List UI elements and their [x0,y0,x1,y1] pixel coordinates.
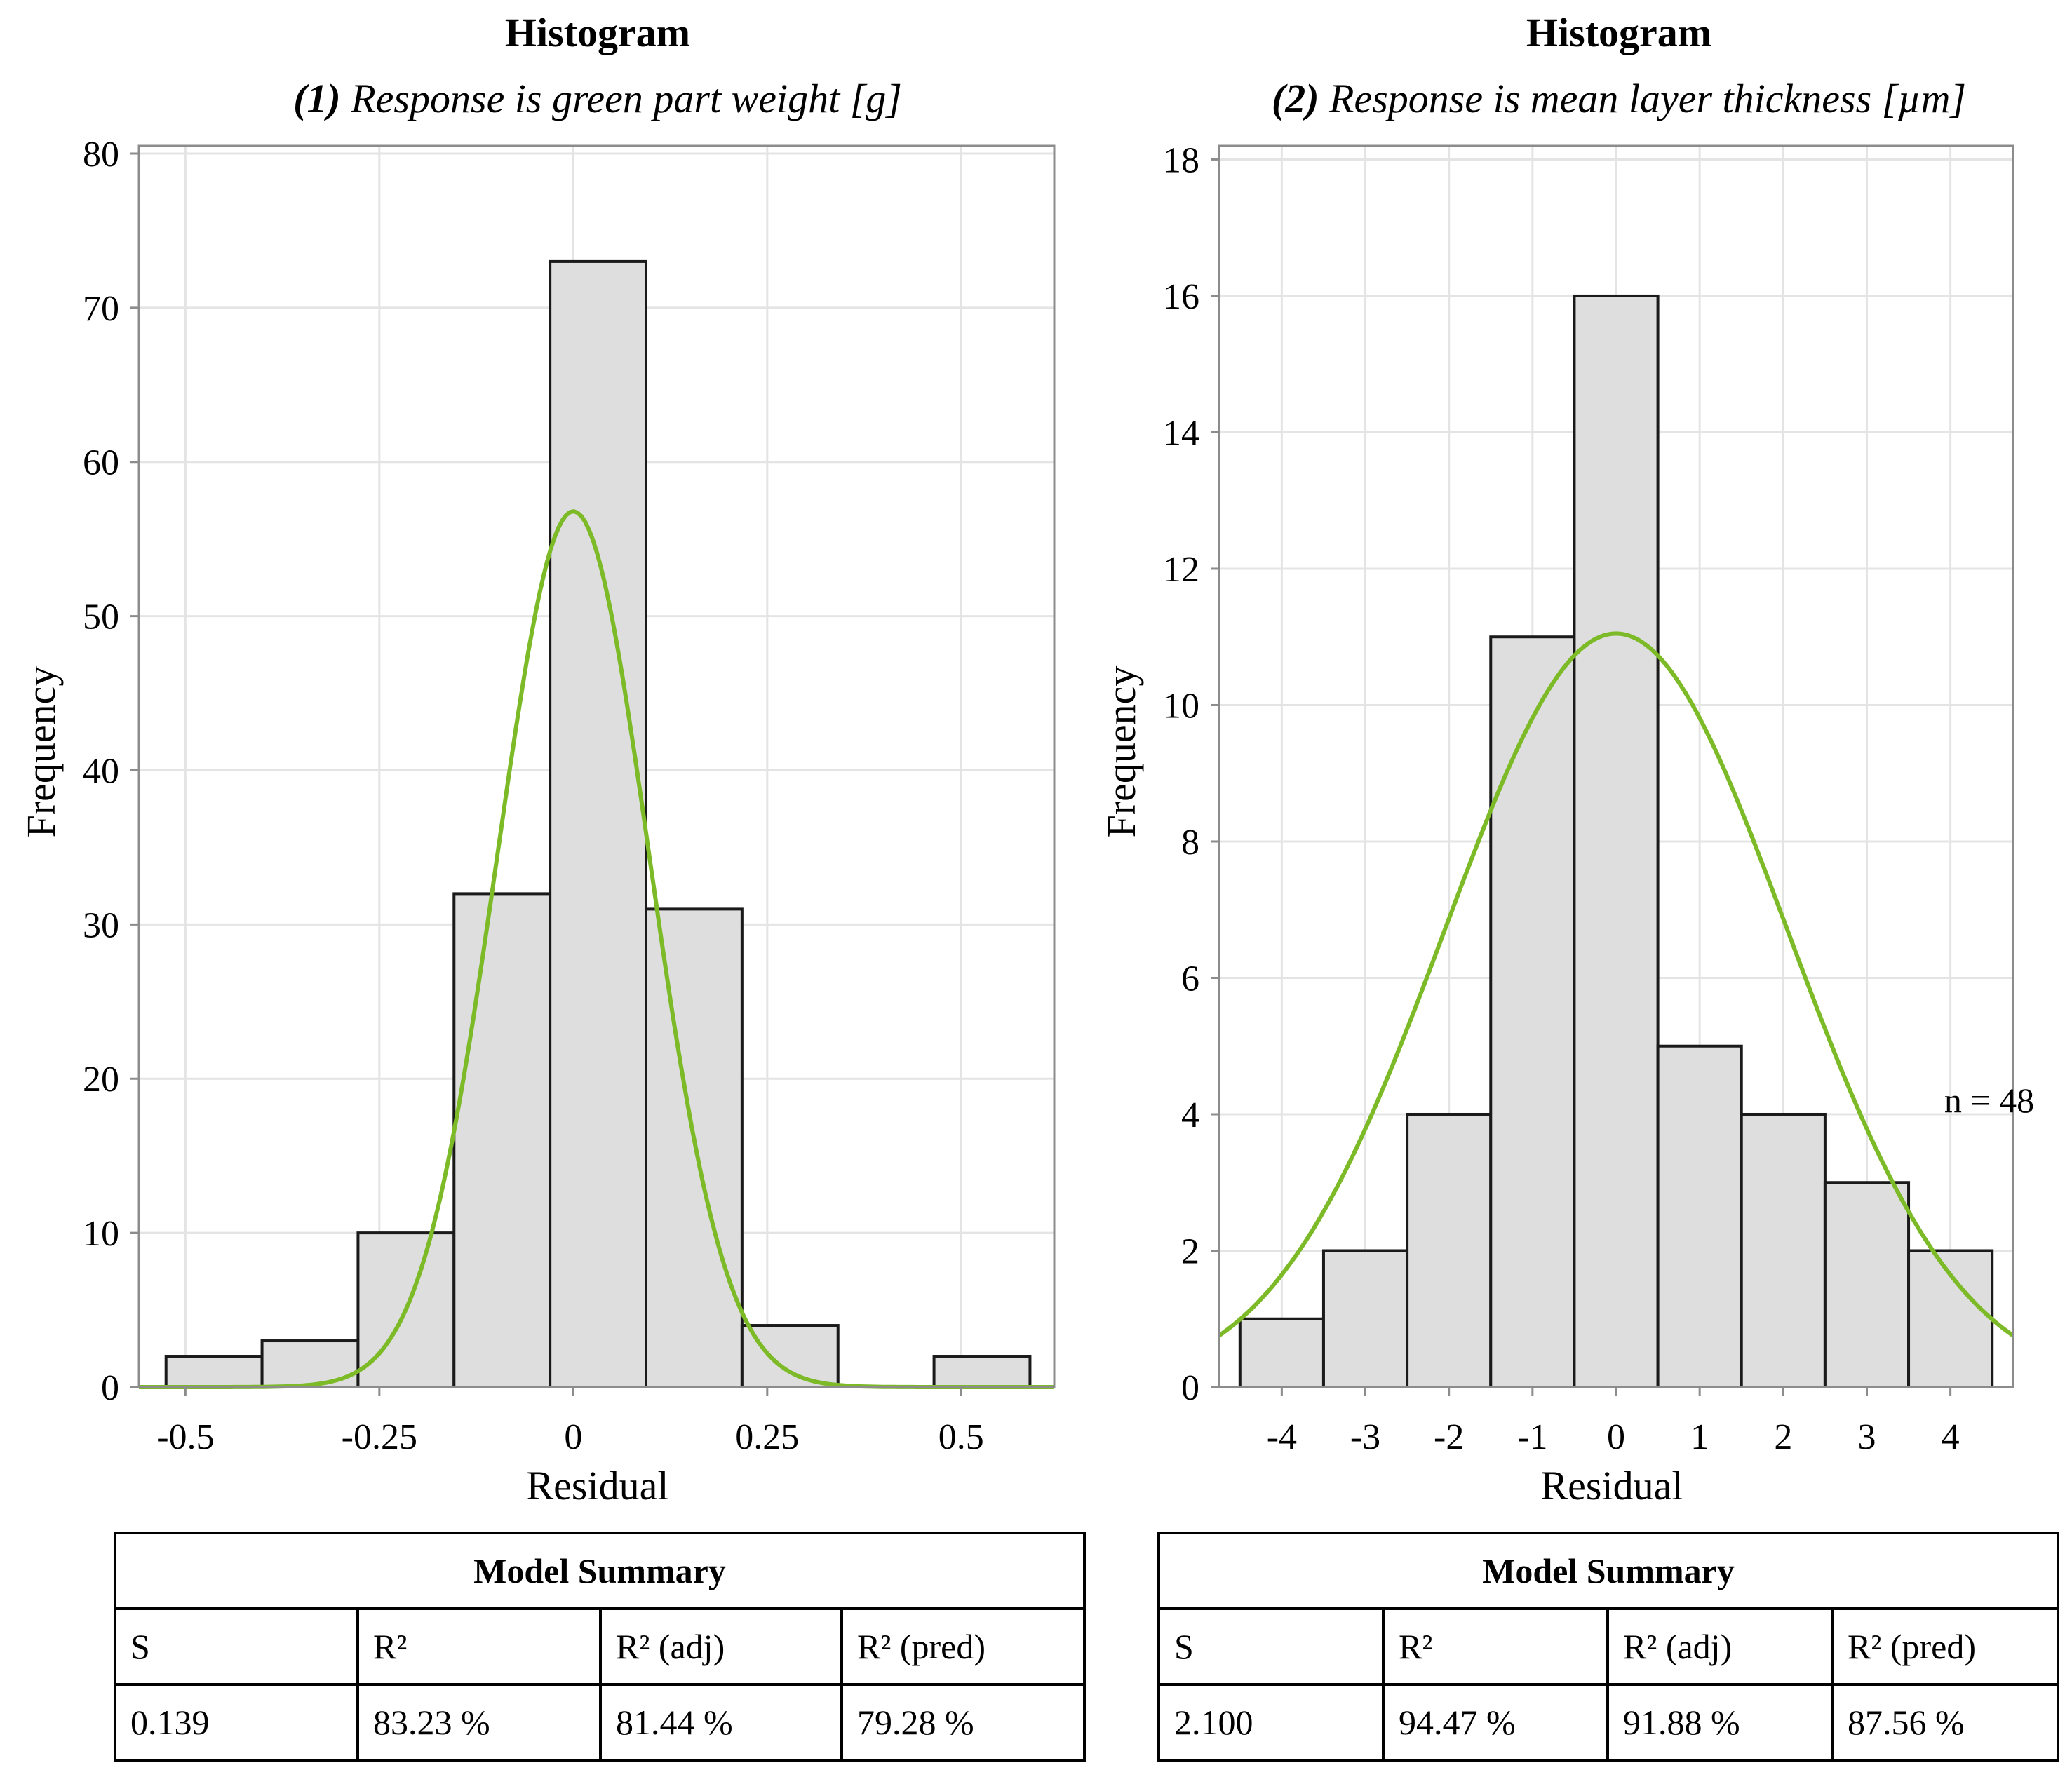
summary-header-r2: R² [356,1607,602,1686]
normal-fit-curve [1218,631,2014,1338]
y-tick-label: 16 [1163,277,1199,317]
histogram-bar [1823,1181,1911,1388]
histogram-bar [1740,1112,1827,1388]
x-tick-label: 0.5 [939,1417,984,1457]
chart-subtitle-number: (1) [293,76,341,121]
summary-value-s: 0.139 [114,1683,359,1762]
x-axis-label: Residual [527,1463,669,1508]
y-tick-label: 80 [83,135,119,175]
x-tick-label: -2 [1434,1417,1464,1457]
chart-subtitle-text: Response is mean layer thickness [µm] [1319,76,1967,121]
chart-subtitle: (2) Response is mean layer thickness [µm… [1272,76,1966,121]
summary-header-r2-adj: R² (adj) [1606,1607,1834,1686]
y-axis-label: Frequency [1098,666,1144,838]
y-tick-label: 60 [83,443,119,483]
y-tick-label: 18 [1163,140,1199,180]
x-axis-label: Residual [1541,1463,1683,1508]
x-tick-label: -0.5 [156,1417,214,1457]
chart-subtitle: (1) Response is green part weight [g] [293,76,902,121]
bars-layer [164,259,1032,1389]
y-tick-label: 50 [83,597,119,637]
y-tick-label: 20 [83,1060,119,1100]
summary-value-r2-pred: 79.28 % [840,1683,1087,1762]
y-tick-label: 40 [83,751,119,791]
histogram-bar [1573,294,1660,1388]
histogram-bar [1907,1249,1994,1388]
x-tick-label: -0.25 [342,1417,417,1457]
y-tick-label: 30 [83,905,119,945]
ticks-layer: 0 10 20 30 40 50 60 70 80 -0.5 -0.25 0 0.25 0.5 [83,135,984,1457]
histogram-bar [1238,1317,1325,1388]
chart-title: Histogram [505,10,690,55]
x-tick-label: 0 [564,1417,582,1457]
x-tick-label: 4 [1942,1417,1960,1457]
y-axis-label: Frequency [18,666,64,838]
histogram-bar [740,1324,840,1388]
y-tick-label: 0 [1181,1368,1199,1408]
y-tick-label: 14 [1163,413,1199,453]
histogram-bar [1321,1249,1409,1388]
histogram-bar [1406,1112,1493,1388]
summary-value-r2-pred: 87.56 % [1830,1683,2060,1762]
x-tick-label: 0 [1607,1417,1625,1457]
x-tick-label: -3 [1350,1417,1380,1457]
x-tick-label: 3 [1857,1417,1876,1457]
histogram-bar [1489,635,1576,1389]
model-summary-table-1: Model Summary S R² R² (adj) R² (pred) 0.… [113,1532,1087,1762]
histogram-panel-1: Histogram (1) Response is green part wei… [18,10,1056,1508]
model-summary-title: Model Summary [113,1532,1087,1610]
y-tick-label: 0 [101,1368,119,1408]
chart-subtitle-number: (2) [1272,76,1319,121]
curve-layer [1218,631,2014,1338]
x-tick-label: 2 [1774,1417,1792,1457]
histogram-panel-2: Histogram (2) Response is mean layer thi… [1098,10,2034,1508]
x-tick-label: -4 [1267,1417,1297,1457]
y-tick-label: 12 [1163,550,1199,590]
y-tick-label: 8 [1181,823,1199,863]
model-summary-table-2: Model Summary S R² R² (adj) R² (pred) 2.… [1157,1532,2060,1762]
y-tick-label: 4 [1181,1095,1199,1135]
x-tick-label: 1 [1690,1417,1709,1457]
summary-header-s: S [1157,1607,1385,1686]
summary-value-r2-adj: 81.44 % [599,1683,843,1762]
summary-value-r2-adj: 91.88 % [1606,1683,1834,1762]
histogram-bar [932,1355,1032,1389]
histogram-bar [452,892,552,1388]
summary-value-s: 2.100 [1157,1683,1385,1762]
summary-header-r2-pred: R² (pred) [1830,1607,2060,1686]
histogram-bar [1656,1044,1743,1388]
summary-value-r2: 83.23 % [356,1683,602,1762]
chart-subtitle-text: Response is green part weight [g] [341,76,902,121]
histogram-bar [549,259,648,1388]
summary-header-r2-adj: R² (adj) [599,1607,843,1686]
summary-header-s: S [114,1607,359,1686]
y-tick-label: 10 [1163,686,1199,726]
chart-title: Histogram [1526,10,1711,55]
x-tick-label: 0.25 [735,1417,799,1457]
summary-header-r2-pred: R² (pred) [840,1607,1087,1686]
frame-layer [137,144,1056,1388]
y-tick-label: 2 [1181,1231,1199,1271]
summary-header-r2: R² [1382,1607,1609,1686]
y-tick-label: 10 [83,1214,119,1254]
y-tick-label: 6 [1181,959,1199,999]
bars-layer [1238,294,1994,1389]
y-tick-label: 70 [83,289,119,329]
summary-value-r2: 94.47 % [1382,1683,1609,1762]
sample-size-annotation: n = 48 [1944,1081,2034,1120]
x-tick-label: -1 [1517,1417,1547,1457]
histogram-bar [164,1355,264,1389]
plot-frame [137,144,1056,1388]
model-summary-title: Model Summary [1157,1532,2060,1610]
